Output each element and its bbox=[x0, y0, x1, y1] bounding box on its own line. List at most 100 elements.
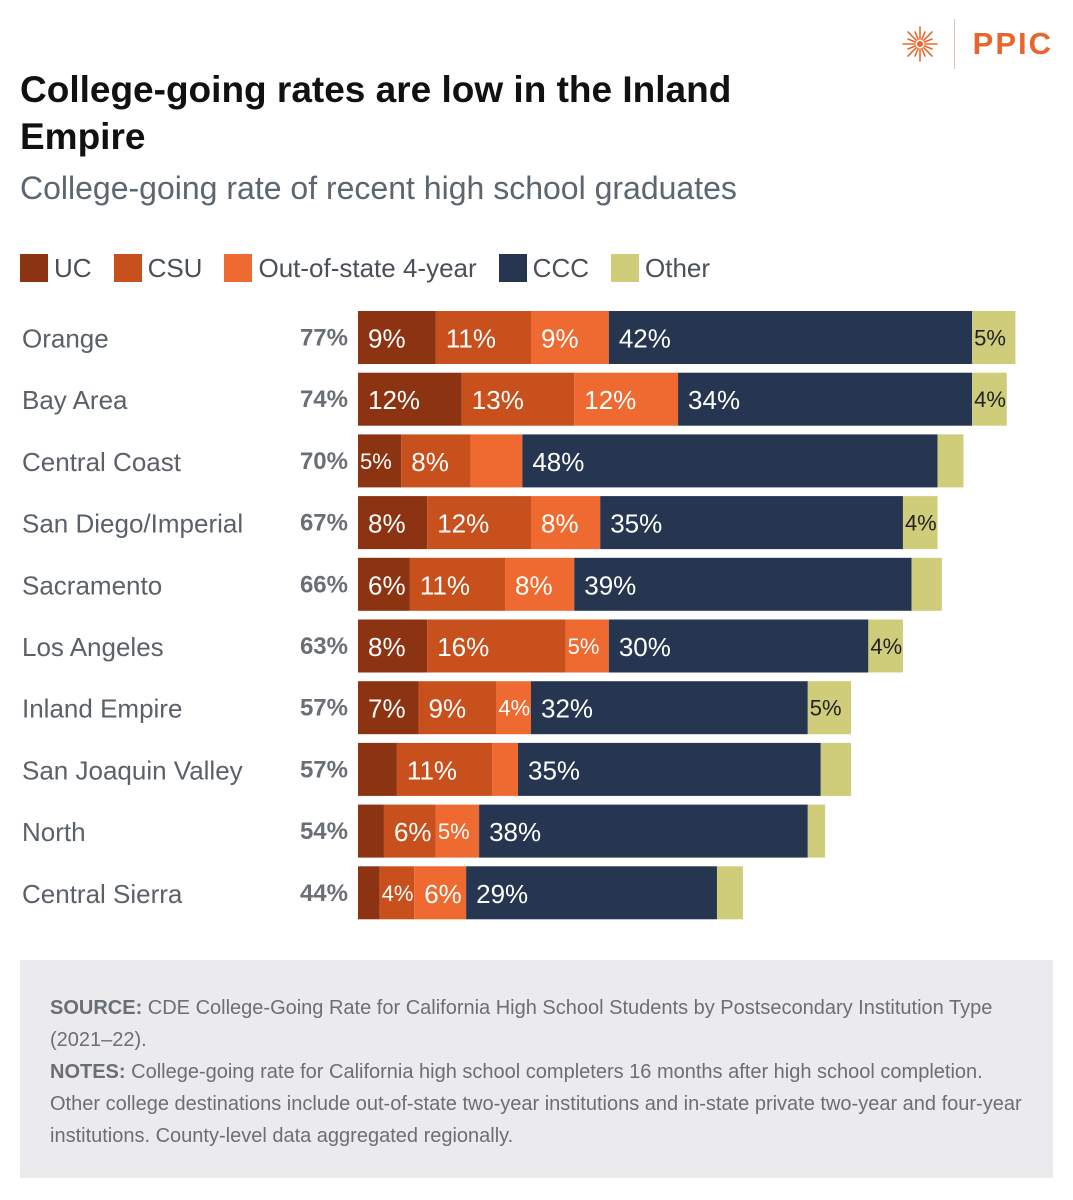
data-label-orange-uc: 9% bbox=[368, 324, 406, 354]
legend-swatch-ccc bbox=[498, 254, 527, 282]
data-label-bay-area-ccc: 34% bbox=[688, 385, 740, 415]
bar-segment-north-uc bbox=[358, 804, 384, 858]
bar-segment-san-diego-imperial-other bbox=[902, 496, 938, 550]
data-label-sacramento-out-of-state-4-year: 8% bbox=[515, 570, 553, 600]
category-label-orange: Orange bbox=[22, 324, 109, 354]
stacked-bar-chart: Orange 77% 9% 11% 9% 42% 5% Bay Area 74% 12% 13% 12… bbox=[0, 300, 1073, 940]
total-label-central-coast: 70% bbox=[300, 448, 348, 475]
category-label-inland-empire: Inland Empire bbox=[22, 694, 182, 724]
bar-segment-inland-empire-csu bbox=[418, 681, 497, 735]
data-label-sacramento-csu: 11% bbox=[420, 570, 470, 600]
data-label-san-diego-imperial-csu: 12% bbox=[437, 509, 489, 539]
bar-segment-san-diego-imperial-out-of-state-4-year bbox=[531, 496, 601, 550]
legend-item-csu: CSU bbox=[113, 253, 202, 284]
data-label-orange-csu: 11% bbox=[446, 324, 496, 354]
bar-segment-san-joaquin-valley-ccc bbox=[518, 742, 821, 796]
category-label-san-diego-imperial: San Diego/Imperial bbox=[22, 509, 243, 539]
bar-segment-central-coast-ccc bbox=[522, 434, 938, 488]
data-label-north-csu: 6% bbox=[394, 817, 432, 847]
bar-segment-orange-csu bbox=[435, 311, 531, 364]
legend-item-ccc: CCC bbox=[498, 252, 590, 284]
chart-subtitle: College-going rate of recent high school… bbox=[20, 170, 737, 206]
category-label-san-joaquin-valley: San Joaquin Valley bbox=[22, 755, 243, 785]
category-label-bay-area: Bay Area bbox=[22, 385, 128, 415]
sunburst-icon bbox=[901, 26, 938, 62]
bar-segment-bay-area-ccc bbox=[678, 372, 973, 426]
data-label-san-diego-imperial-uc: 8% bbox=[368, 509, 406, 539]
legend-swatch-other bbox=[611, 254, 640, 282]
data-label-inland-empire-ccc: 32% bbox=[541, 694, 593, 724]
bar-segment-north-ccc bbox=[479, 804, 808, 858]
chart-title: College-going rates are low in the Inlan… bbox=[20, 69, 732, 157]
data-label-inland-empire-uc: 7% bbox=[368, 694, 406, 724]
bar-segment-inland-empire-uc bbox=[358, 681, 419, 735]
bar-segment-sacramento-ccc bbox=[574, 557, 912, 611]
total-label-bay-area: 74% bbox=[300, 386, 348, 413]
data-label-inland-empire-other: 5% bbox=[810, 696, 842, 721]
bar-segment-bay-area-csu bbox=[461, 372, 575, 426]
bar-segment-central-sierra-ccc bbox=[466, 866, 717, 920]
data-label-central-sierra-ccc: 29% bbox=[476, 879, 528, 909]
bar-segment-central-sierra-csu bbox=[379, 866, 415, 920]
total-label-sacramento: 66% bbox=[300, 571, 348, 598]
source-text: CDE College-Going Rate for California Hi… bbox=[50, 997, 993, 1051]
source-label: SOURCE: bbox=[50, 997, 143, 1019]
brand-name: PPIC bbox=[972, 26, 1053, 61]
bar-segment-san-diego-imperial-ccc bbox=[600, 496, 903, 550]
legend-label-ccc: CCC bbox=[532, 252, 590, 283]
bar-segment-north-csu bbox=[383, 804, 436, 858]
data-label-bay-area-uc: 12% bbox=[368, 385, 420, 415]
legend-swatch-csu bbox=[113, 254, 142, 282]
data-label-inland-empire-csu: 9% bbox=[429, 694, 467, 724]
bar-segment-inland-empire-other bbox=[807, 681, 852, 735]
bar-segment-north-other bbox=[807, 804, 826, 858]
total-label-north: 54% bbox=[300, 818, 348, 845]
data-label-sacramento-uc: 6% bbox=[368, 570, 406, 600]
data-label-central-coast-uc: 5% bbox=[360, 449, 392, 474]
total-label-inland-empire: 57% bbox=[300, 695, 348, 722]
data-label-central-coast-ccc: 48% bbox=[532, 447, 584, 477]
total-label-san-diego-imperial: 67% bbox=[300, 510, 348, 537]
legend-item-out-of-state: Out-of-state 4-year bbox=[224, 252, 477, 284]
bar-segment-sacramento-other bbox=[911, 557, 942, 611]
bar-segment-central-sierra-uc bbox=[358, 866, 380, 920]
bar-segment-san-joaquin-valley-out-of-state-4-year bbox=[492, 742, 519, 796]
category-label-central-coast: Central Coast bbox=[22, 447, 182, 477]
logo-divider bbox=[953, 19, 955, 69]
ppic-logo: PPIC bbox=[900, 18, 1053, 70]
data-label-los-angeles-other: 4% bbox=[870, 634, 902, 659]
data-label-san-diego-imperial-out-of-state-4-year: 8% bbox=[541, 509, 579, 539]
data-label-san-diego-imperial-ccc: 35% bbox=[610, 509, 662, 539]
data-label-bay-area-other: 4% bbox=[974, 387, 1006, 412]
data-label-north-out-of-state-4-year: 5% bbox=[438, 819, 470, 844]
bar-segment-north-out-of-state-4-year bbox=[435, 804, 480, 858]
legend-label-out-of-state: Out-of-state 4-year bbox=[258, 252, 477, 283]
bar-segment-los-angeles-ccc bbox=[608, 619, 869, 673]
data-label-bay-area-csu: 13% bbox=[472, 385, 524, 415]
bar-segment-los-angeles-csu bbox=[427, 619, 566, 673]
category-label-central-sierra: Central Sierra bbox=[22, 879, 183, 909]
bar-segment-sacramento-uc bbox=[358, 557, 410, 611]
bar-segment-los-angeles-uc bbox=[358, 619, 428, 673]
category-label-sacramento: Sacramento bbox=[22, 570, 162, 600]
bar-segment-orange-ccc bbox=[608, 311, 973, 364]
data-label-inland-empire-out-of-state-4-year: 4% bbox=[498, 696, 530, 721]
data-label-los-angeles-csu: 16% bbox=[437, 632, 489, 662]
total-label-central-sierra: 44% bbox=[300, 880, 348, 907]
bar-segment-sacramento-out-of-state-4-year bbox=[505, 557, 575, 611]
data-label-central-sierra-csu: 4% bbox=[382, 881, 414, 906]
data-label-los-angeles-ccc: 30% bbox=[619, 632, 671, 662]
bar-segment-los-angeles-other bbox=[868, 619, 903, 673]
source-line: SOURCE: CDE College-Going Rate for Calif… bbox=[50, 992, 1023, 1056]
legend: UC CSU Out-of-state 4-year CCC Other bbox=[20, 250, 732, 286]
category-label-north: North bbox=[22, 817, 86, 847]
bar-segment-san-joaquin-valley-csu bbox=[396, 742, 493, 796]
data-label-san-diego-imperial-other: 4% bbox=[905, 511, 937, 536]
bar-segment-san-joaquin-valley-other bbox=[820, 742, 852, 796]
legend-item-uc: UC bbox=[20, 253, 92, 284]
legend-label-other: Other bbox=[645, 252, 711, 283]
bar-segment-central-sierra-other bbox=[716, 866, 743, 920]
bar-segment-central-coast-other bbox=[937, 434, 964, 488]
data-label-los-angeles-out-of-state-4-year: 5% bbox=[568, 634, 600, 659]
bar-segment-inland-empire-out-of-state-4-year bbox=[496, 681, 531, 735]
